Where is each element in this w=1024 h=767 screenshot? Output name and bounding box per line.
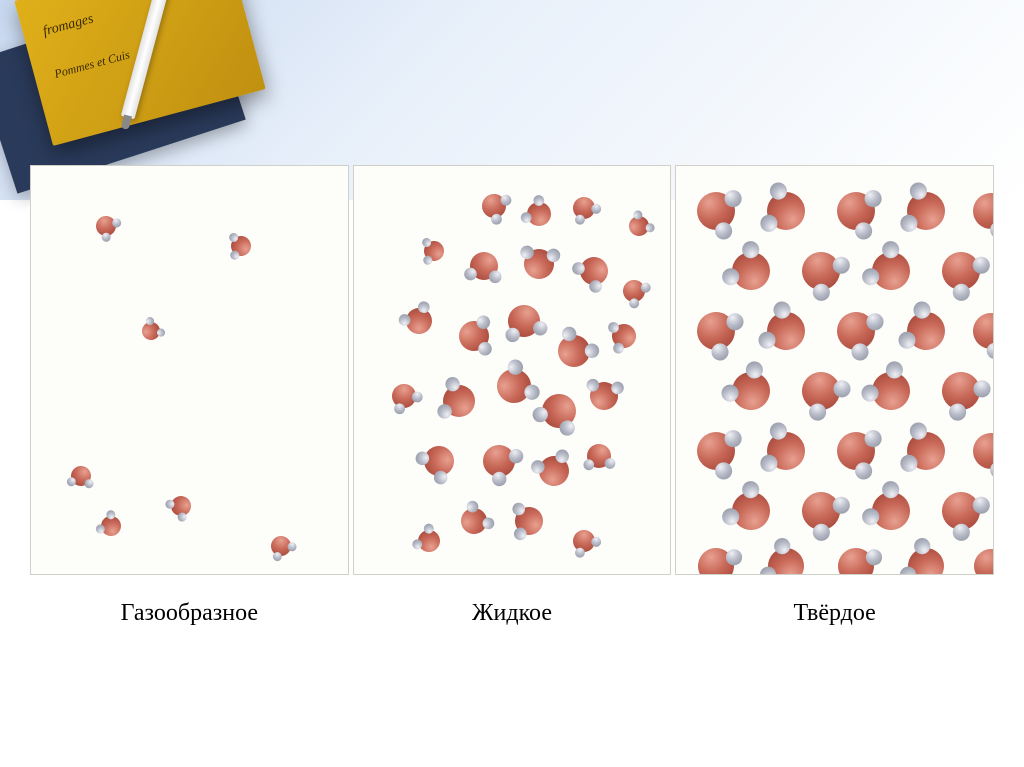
hydrogen-atom: [865, 430, 882, 447]
state-panel-solid: Твёрдое: [675, 165, 994, 627]
hydrogen-atom: [715, 462, 732, 479]
state-box-gas: [30, 165, 349, 575]
hydrogen-atom: [901, 214, 918, 231]
state-panel-gas: Газообразное: [30, 165, 349, 627]
state-label-liquid: Жидкое: [353, 575, 672, 627]
state-box-liquid: [353, 165, 672, 575]
hydrogen-atom: [761, 454, 778, 471]
hydrogen-atom: [855, 222, 872, 239]
hydrogen-atom: [901, 454, 918, 471]
hydrogen-atom: [487, 270, 502, 285]
hydrogen-atom: [715, 222, 732, 239]
hydrogen-atom: [865, 190, 882, 207]
hydrogen-atom: [437, 404, 451, 418]
hydrogen-atom: [490, 213, 503, 226]
hydrogen-atom: [761, 214, 778, 231]
hydrogen-atom: [855, 462, 872, 479]
hydrogen-atom: [84, 479, 94, 489]
oxygen-atom: [972, 546, 994, 575]
oxygen-atom: [973, 433, 994, 469]
state-label-solid: Твёрдое: [675, 575, 994, 627]
state-panel-liquid: Жидкое: [353, 165, 672, 627]
hydrogen-atom: [725, 190, 742, 207]
state-box-solid: [675, 165, 994, 575]
state-label-gas: Газообразное: [30, 575, 349, 627]
states-container: Газообразное Жидкое Твёрдое: [30, 165, 994, 627]
hydrogen-atom: [725, 430, 742, 447]
oxygen-atom: [973, 193, 994, 229]
